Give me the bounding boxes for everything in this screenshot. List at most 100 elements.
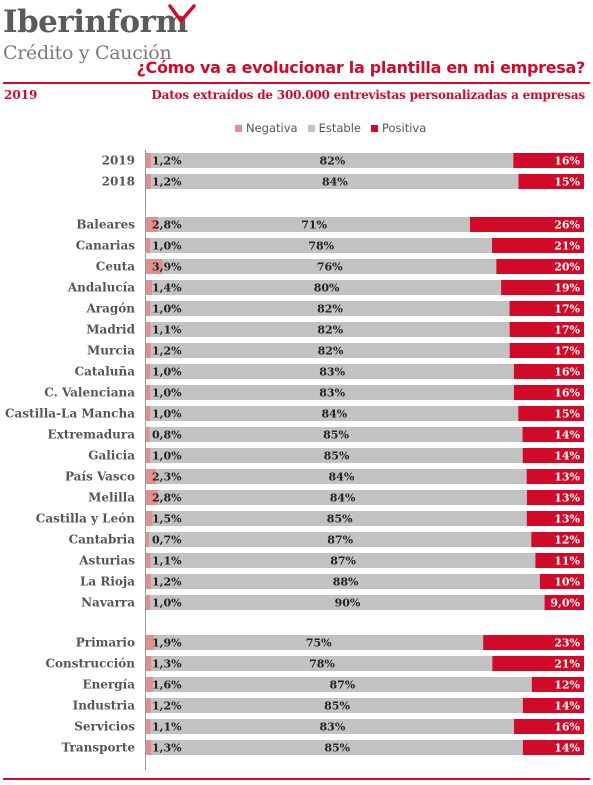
category-label-c-valenciana: C. Valenciana xyxy=(44,386,135,400)
bar-estable-baleares xyxy=(158,217,470,232)
bar-positiva-primario xyxy=(483,635,584,650)
value-label-negativa-servicios: 1,1% xyxy=(152,721,182,734)
bar-positiva-construccion xyxy=(492,656,584,671)
value-label-negativa-castilla-la-mancha: 1,0% xyxy=(152,408,182,421)
bar-estable-la-rioja xyxy=(151,574,540,589)
bar-negativa-galicia xyxy=(146,448,151,463)
value-label-negativa-navarra: 1,0% xyxy=(152,597,182,610)
bar-estable-servicios xyxy=(150,719,514,734)
value-label-estable-castilla-la-mancha: 84% xyxy=(321,408,347,421)
legend-swatch-estable xyxy=(307,124,315,132)
legend-swatch-positiva xyxy=(370,124,378,132)
value-label-estable-baleares: 71% xyxy=(301,219,327,232)
value-label-estable-melilla: 84% xyxy=(330,492,356,505)
bar-positiva-galicia xyxy=(522,448,584,463)
chart-title: ¿Cómo va a evolucionar la plantilla en m… xyxy=(136,58,586,77)
bar-negativa-aragon xyxy=(146,301,151,316)
value-label-positiva-cantabria: 12% xyxy=(554,534,580,547)
value-label-negativa-galicia: 1,0% xyxy=(152,450,182,463)
bar-positiva-aragon xyxy=(509,301,584,316)
value-label-negativa-melilla: 2,8% xyxy=(152,492,182,505)
bar-estable-madrid xyxy=(150,322,510,337)
value-label-estable-castilla-y-leon: 85% xyxy=(327,513,353,526)
bar-negativa-castilla-y-leon xyxy=(146,511,153,526)
bar-estable-transporte xyxy=(151,740,523,755)
bar-negativa-energia xyxy=(146,677,153,692)
value-label-negativa-industria: 1,2% xyxy=(152,700,182,713)
value-label-negativa-andalucia: 1,4% xyxy=(152,282,182,295)
bar-estable-murcia xyxy=(151,343,510,358)
value-label-negativa-c-valenciana: 1,0% xyxy=(152,387,182,400)
bar-negativa-c-valenciana xyxy=(146,385,151,400)
value-label-positiva-andalucia: 19% xyxy=(554,282,580,295)
value-label-estable-aragon: 82% xyxy=(317,303,343,316)
value-label-positiva-pais-vasco: 13% xyxy=(554,471,580,484)
value-label-estable-primario: 75% xyxy=(306,637,332,650)
category-label-2018: 2018 xyxy=(102,175,135,189)
bar-negativa-pais-vasco xyxy=(146,469,157,484)
value-label-estable-galicia: 85% xyxy=(324,450,350,463)
value-label-positiva-cataluna: 16% xyxy=(554,366,580,379)
category-label-la-rioja: La Rioja xyxy=(80,575,135,589)
category-label-industria: Industria xyxy=(73,699,136,713)
value-label-positiva-navarra: 9,0% xyxy=(550,597,580,610)
bar-positiva-c-valenciana xyxy=(513,385,584,400)
bar-positiva-ceuta xyxy=(496,259,584,274)
bar-estable-melilla xyxy=(158,490,527,505)
chart-legend: Negativa Estable Positiva xyxy=(235,121,426,135)
bar-negativa-cantabria xyxy=(146,532,150,547)
value-label-negativa-la-rioja: 1,2% xyxy=(152,576,182,589)
value-label-positiva-2019: 16% xyxy=(554,155,580,168)
brand-tagline: Crédito y Caución xyxy=(3,42,172,64)
value-label-positiva-2018: 15% xyxy=(554,176,580,189)
source-note: Datos extraídos de 300.000 entrevistas p… xyxy=(151,88,585,102)
category-label-cataluna: Cataluña xyxy=(75,365,136,379)
bar-positiva-madrid xyxy=(509,322,584,337)
bar-negativa-asturias xyxy=(146,553,151,568)
bar-positiva-canarias xyxy=(492,238,584,253)
bar-positiva-energia xyxy=(531,677,584,692)
legend-item-estable: Estable xyxy=(307,121,361,135)
header-divider xyxy=(3,82,590,84)
value-label-negativa-baleares: 2,8% xyxy=(152,219,182,232)
bar-negativa-ceuta xyxy=(146,259,164,274)
value-label-estable-la-rioja: 88% xyxy=(333,576,359,589)
bar-positiva-2019 xyxy=(513,153,584,168)
value-label-positiva-extremadura: 14% xyxy=(554,429,580,442)
value-label-positiva-madrid: 17% xyxy=(554,324,580,337)
value-label-positiva-construccion: 21% xyxy=(554,658,580,671)
category-label-baleares: Baleares xyxy=(76,218,135,232)
brand-logo-name: Iberinform xyxy=(3,4,188,40)
legend-label-estable: Estable xyxy=(318,121,361,135)
value-label-positiva-primario: 23% xyxy=(554,637,580,650)
legend-label-positiva: Positiva xyxy=(381,121,427,135)
value-label-estable-2019: 82% xyxy=(319,155,345,168)
bar-positiva-industria xyxy=(522,698,584,713)
value-label-negativa-primario: 1,9% xyxy=(152,637,182,650)
bar-positiva-murcia xyxy=(509,343,584,358)
year-label: 2019 xyxy=(4,88,38,102)
bar-estable-pais-vasco xyxy=(156,469,527,484)
bar-estable-energia xyxy=(152,677,532,692)
value-label-estable-murcia: 82% xyxy=(318,345,344,358)
value-label-estable-madrid: 82% xyxy=(317,324,343,337)
bar-estable-galicia xyxy=(150,448,523,463)
category-label-aragon: Aragón xyxy=(85,302,135,316)
value-label-positiva-servicios: 16% xyxy=(554,721,580,734)
value-label-negativa-aragon: 1,0% xyxy=(152,303,182,316)
value-label-positiva-aragon: 17% xyxy=(554,303,580,316)
category-label-construccion: Construcción xyxy=(45,657,135,671)
bar-negativa-melilla xyxy=(146,490,159,505)
bar-estable-asturias xyxy=(150,553,536,568)
bar-positiva-extremadura xyxy=(522,427,584,442)
value-label-negativa-extremadura: 0,8% xyxy=(152,429,182,442)
value-label-negativa-energia: 1,6% xyxy=(152,679,182,692)
bar-negativa-castilla-la-mancha xyxy=(146,406,151,421)
value-label-estable-transporte: 85% xyxy=(324,742,350,755)
value-label-estable-andalucia: 80% xyxy=(314,282,340,295)
bar-negativa-construccion xyxy=(146,656,152,671)
value-label-negativa-2019: 1,2% xyxy=(152,155,182,168)
value-label-negativa-construccion: 1,3% xyxy=(152,658,182,671)
value-label-positiva-galicia: 14% xyxy=(554,450,580,463)
value-label-estable-navarra: 90% xyxy=(335,597,361,610)
